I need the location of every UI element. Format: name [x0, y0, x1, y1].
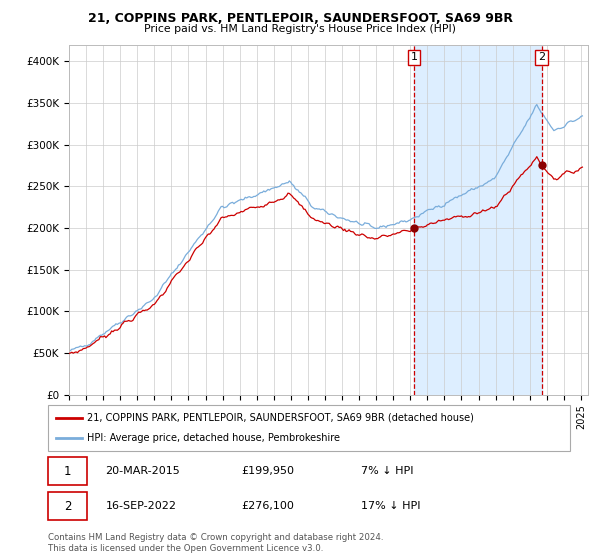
Text: HPI: Average price, detached house, Pembrokeshire: HPI: Average price, detached house, Pemb…: [87, 433, 340, 443]
Text: 20-MAR-2015: 20-MAR-2015: [106, 466, 180, 476]
Bar: [48, 457, 87, 485]
Text: 16-SEP-2022: 16-SEP-2022: [106, 501, 176, 511]
Text: 1: 1: [64, 465, 71, 478]
Text: 2: 2: [64, 500, 71, 512]
Text: 2: 2: [538, 52, 545, 62]
Bar: [414, 45, 542, 395]
Text: 17% ↓ HPI: 17% ↓ HPI: [361, 501, 421, 511]
Text: 1: 1: [410, 52, 418, 62]
Text: Price paid vs. HM Land Registry's House Price Index (HPI): Price paid vs. HM Land Registry's House …: [144, 24, 456, 34]
Text: £276,100: £276,100: [241, 501, 294, 511]
Text: 21, COPPINS PARK, PENTLEPOIR, SAUNDERSFOOT, SA69 9BR (detached house): 21, COPPINS PARK, PENTLEPOIR, SAUNDERSFO…: [87, 413, 474, 423]
Text: 21, COPPINS PARK, PENTLEPOIR, SAUNDERSFOOT, SA69 9BR: 21, COPPINS PARK, PENTLEPOIR, SAUNDERSFO…: [88, 12, 512, 25]
Bar: [48, 492, 87, 520]
Text: £199,950: £199,950: [241, 466, 294, 476]
Text: 7% ↓ HPI: 7% ↓ HPI: [361, 466, 414, 476]
Text: Contains HM Land Registry data © Crown copyright and database right 2024.
This d: Contains HM Land Registry data © Crown c…: [48, 533, 383, 553]
